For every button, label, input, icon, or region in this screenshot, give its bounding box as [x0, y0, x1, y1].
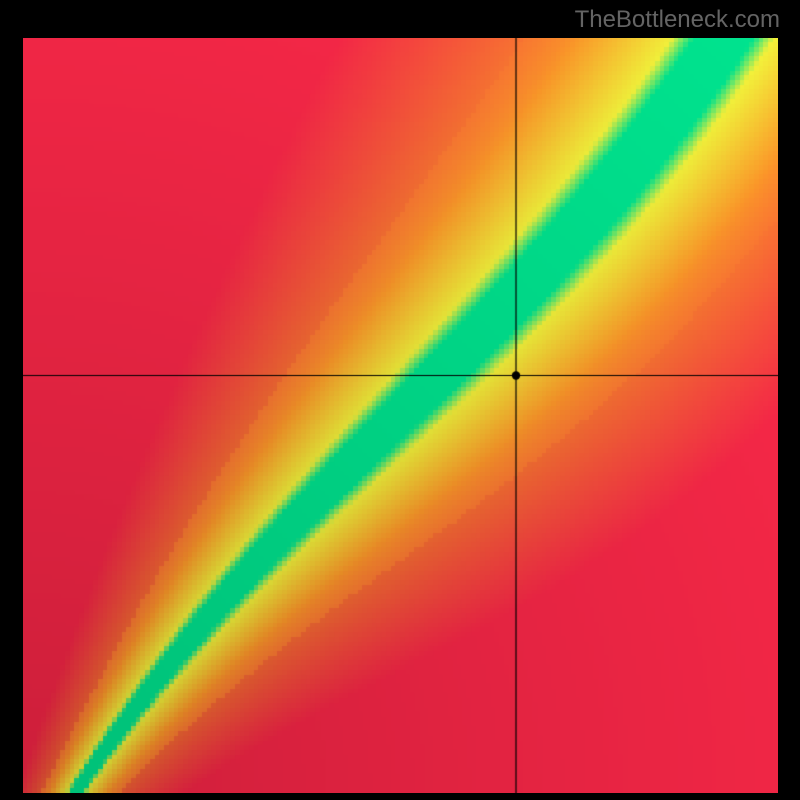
bottleneck-heatmap [23, 38, 778, 793]
attribution-text: TheBottleneck.com [575, 6, 780, 34]
